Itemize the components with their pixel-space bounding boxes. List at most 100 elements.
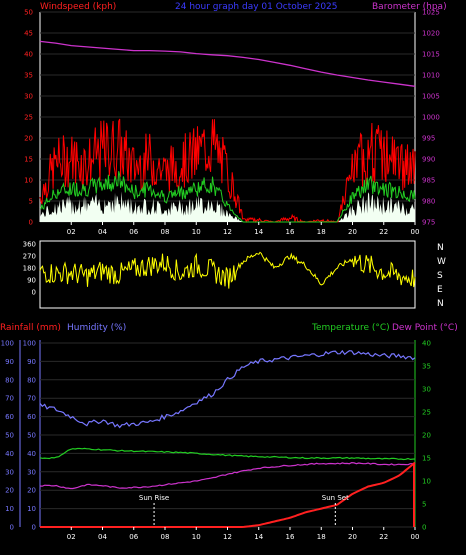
windspeed-tick-label: 10	[24, 177, 33, 185]
humidity-tick-label: 10	[27, 505, 36, 513]
sun-marker-label: Sun Set	[322, 494, 349, 502]
time-tick-label: 12	[223, 228, 232, 236]
rainfall-tick-label: 70	[5, 395, 14, 403]
time-tick-label: 08	[161, 533, 170, 541]
compass-label: W	[437, 257, 446, 267]
windspeed-tick-label: 30	[24, 93, 33, 101]
time-tick-label: 06	[129, 228, 138, 236]
rainfall-tick-label: 0	[10, 524, 14, 532]
time-tick-label: 08	[161, 228, 170, 236]
rainfall-tick-label: 90	[5, 358, 14, 366]
rainfall-tick-label: 100	[1, 340, 14, 348]
windspeed-tick-label: 25	[24, 114, 33, 122]
weather-time-ticks: 02 04 06 08 10 12 14 16 18 20 22 00	[67, 527, 419, 541]
time-tick-label: 12	[223, 533, 232, 541]
humidity-tick-label: 100	[23, 340, 36, 348]
barometer-tick-label: 980	[422, 198, 435, 206]
humidity-line	[39, 349, 416, 429]
temperature-tick-label: 10	[422, 478, 431, 486]
barometer-tick-label: 1005	[422, 93, 440, 101]
rainfall-tick-label: 20	[5, 487, 14, 495]
rainfall-tick-label: 60	[5, 413, 14, 421]
time-tick-label: 04	[98, 533, 107, 541]
temperature-tick-label: 40	[422, 340, 431, 348]
dew-point-line	[39, 461, 416, 490]
barometer-tick-label: 1010	[422, 72, 440, 80]
windspeed-tick-label: 35	[24, 72, 33, 80]
time-tick-label: 14	[254, 228, 263, 236]
time-tick-label: 20	[348, 533, 357, 541]
barometer-tick-label: 1015	[422, 51, 440, 59]
wind-series	[39, 118, 416, 224]
weather-gridlines	[40, 342, 415, 528]
wind-direction-series	[39, 251, 416, 289]
direction-frame	[39, 240, 416, 309]
windspeed-tick-label: 0	[29, 219, 33, 227]
rainfall-tick-label: 30	[5, 468, 14, 476]
time-tick-label: 10	[192, 228, 201, 236]
barometer-tick-label: 1025	[422, 9, 440, 17]
wind-direction-line	[39, 251, 416, 289]
temperature-tick-label: 35	[422, 363, 431, 371]
barometer-tick-label: 1020	[422, 30, 440, 38]
sun-marker-label: Sun Rise	[139, 494, 169, 502]
windspeed-tick-label: 15	[24, 156, 33, 164]
temperature-tick-label: 15	[422, 455, 431, 463]
barometer-line	[39, 40, 416, 87]
humidity-tick-label: 20	[27, 487, 36, 495]
temperature-tick-label: 0	[422, 524, 426, 532]
windspeed-tick-label: 45	[24, 30, 33, 38]
rainfall-tick-label: 40	[5, 450, 14, 458]
sun-annotations: Sun Rise Sun Set	[139, 494, 349, 526]
humidity-tick-label: 0	[32, 524, 36, 532]
humidity-tick-label: 90	[27, 358, 36, 366]
gust-line	[39, 118, 416, 224]
rainfall-tick-label: 10	[5, 505, 14, 513]
compass-label: N	[437, 299, 444, 309]
humidity-tick-label: 70	[27, 395, 36, 403]
rainfall-tick-label: 80	[5, 376, 14, 384]
dewpoint-axis-title: Dew Point (°C)	[392, 323, 458, 333]
time-tick-label: 18	[317, 533, 326, 541]
windspeed-tick-label: 5	[29, 198, 33, 206]
temperature-tick-label: 20	[422, 432, 431, 440]
windspeed-tick-label: 20	[24, 135, 33, 143]
humidity-tick-label: 40	[27, 450, 36, 458]
barometer-tick-label: 995	[422, 135, 435, 143]
temperature-tick-label: 25	[422, 409, 431, 417]
barometer-axis-title: Barometer (hpa)	[372, 2, 447, 12]
average-wind-line	[39, 171, 416, 223]
humidity-tick-label: 80	[27, 376, 36, 384]
time-tick-label: 16	[286, 533, 295, 541]
temperature-line	[39, 447, 416, 461]
direction-tick-label: 180	[23, 265, 36, 273]
time-tick-label: 02	[67, 533, 76, 541]
wind-fill-area	[40, 191, 415, 222]
wind-time-ticks: 02 04 06 08 10 12 14 16 18 20 22 00	[67, 222, 419, 236]
compass-label: E	[437, 285, 443, 295]
time-tick-label: 18	[317, 228, 326, 236]
time-tick-label: 04	[98, 228, 107, 236]
windspeed-tick-label: 40	[24, 51, 33, 59]
windspeed-ticks: 0 5 10 15 20 25 30 35 40 45 50	[24, 9, 33, 227]
graph-title: 24 hour graph day 01 October 2025	[175, 2, 338, 12]
time-tick-label: 14	[254, 533, 263, 541]
direction-ticks: 0 90 180 270 360	[23, 241, 36, 297]
barometer-tick-label: 985	[422, 177, 435, 185]
compass-label: N	[437, 243, 444, 253]
barometer-tick-label: 1000	[422, 114, 440, 122]
temperature-axis-title: Temperature (°C)	[311, 323, 390, 333]
time-tick-label: 22	[379, 228, 388, 236]
temperature-tick-label: 30	[422, 386, 431, 394]
windspeed-axis-title: Windspeed (kph)	[40, 2, 116, 12]
direction-tick-label: 0	[32, 289, 36, 297]
rainfall-ticks: 0 10 20 30 40 50 60 70 80 90 100	[1, 340, 14, 532]
time-tick-label: 06	[129, 533, 138, 541]
barometer-ticks: 975 980 985 990 995 1000 1005 1010 1015 1020 1025	[422, 9, 440, 227]
time-tick-label: 02	[67, 228, 76, 236]
windspeed-tick-label: 50	[24, 9, 33, 17]
barometer-series	[39, 40, 416, 87]
humidity-tick-label: 60	[27, 413, 36, 421]
time-tick-label: 22	[379, 533, 388, 541]
